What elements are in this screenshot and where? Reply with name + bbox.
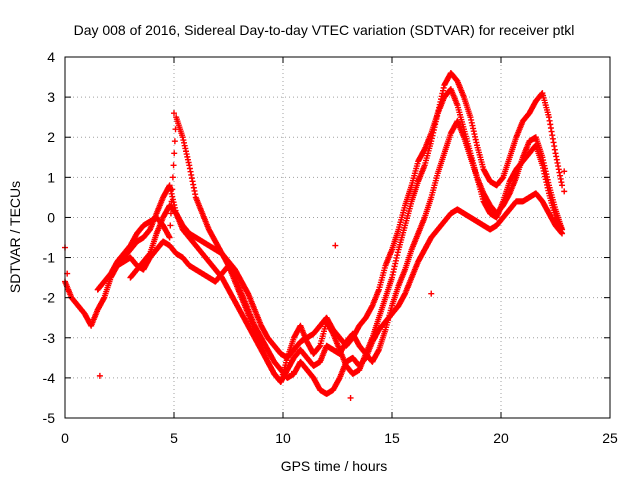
x-tick-label: 10 [275, 430, 291, 446]
interp-point [167, 210, 174, 217]
x-tick-label: 0 [61, 430, 69, 446]
y-tick-label: -3 [43, 330, 56, 346]
data-point [561, 188, 568, 195]
chart-title: Day 008 of 2016, Sidereal Day-to-day VTE… [74, 22, 575, 38]
interp-point [168, 198, 175, 205]
interp-point [167, 222, 174, 229]
y-tick-label: -1 [43, 250, 56, 266]
data-point [288, 370, 295, 377]
y-axis-label: SDTVAR / TECUs [7, 181, 23, 293]
y-tick-label: 4 [47, 49, 55, 65]
x-tick-label: 25 [602, 430, 618, 446]
data-point [171, 110, 177, 117]
data-point [561, 168, 568, 175]
data-point [166, 234, 173, 241]
y-tick-label: 3 [47, 89, 55, 105]
data-point [428, 290, 435, 297]
interp-point [171, 138, 178, 145]
interp-point [170, 162, 177, 169]
axis-ticks: 0 5 10 15 20 25 -5 -4 -3 -2 -1 0 1 2 3 4 [43, 49, 618, 446]
data-point [96, 372, 103, 379]
interp-point [171, 150, 178, 157]
x-tick-label: 5 [170, 430, 178, 446]
y-tick-label: -2 [43, 290, 56, 306]
x-tick-label: 15 [384, 430, 400, 446]
plot-frame [64, 56, 611, 419]
data-marks [62, 70, 568, 401]
y-tick-label: 1 [47, 169, 55, 185]
data-point [347, 394, 354, 401]
data-point [559, 182, 566, 189]
x-axis-label: GPS time / hours [281, 458, 388, 474]
y-tick-label: 0 [47, 209, 55, 225]
y-tick-label: -5 [43, 410, 56, 426]
y-tick-label: -4 [43, 370, 56, 386]
x-tick-label: 20 [493, 430, 509, 446]
data-point [332, 242, 339, 249]
interp-point [169, 174, 176, 181]
interp-point [169, 186, 176, 193]
data-point [559, 226, 566, 233]
y-tick-label: 2 [47, 129, 55, 145]
